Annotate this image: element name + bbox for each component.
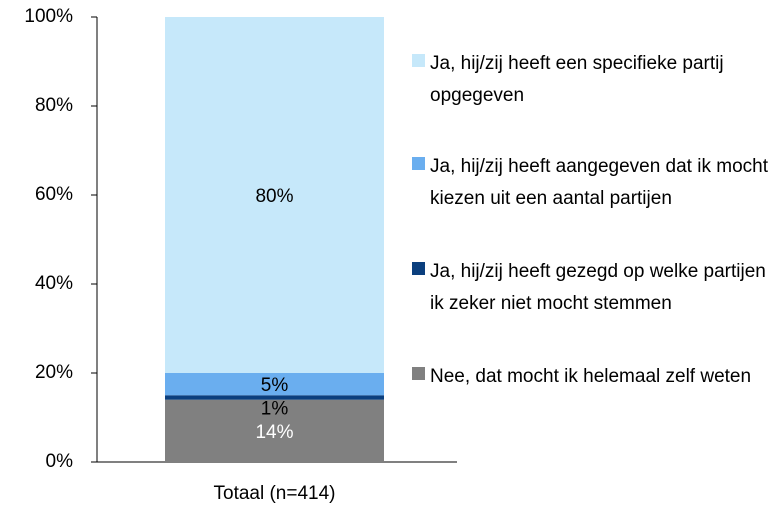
x-tick-label: Totaal (n=414) <box>214 483 336 504</box>
legend-label: Ja, hij/zij heeft aangegeven dat ik moch… <box>430 156 768 209</box>
legend-item: Ja, hij/zij heeft gezegd op welke partij… <box>412 256 777 319</box>
y-tick-label: 60% <box>35 184 73 205</box>
legend-swatch <box>412 54 425 67</box>
bar-segment <box>165 17 384 373</box>
legend-label: Ja, hij/zij heeft een specifieke partij … <box>430 53 724 106</box>
bar-segment <box>165 395 384 400</box>
bar-segment <box>165 399 384 462</box>
legend-label: Ja, hij/zij heeft gezegd op welke partij… <box>430 261 766 314</box>
y-tick-label: 20% <box>35 362 73 383</box>
data-label: 14% <box>255 422 293 443</box>
legend-swatch <box>412 262 425 275</box>
data-label: 5% <box>261 375 289 396</box>
data-label: 80% <box>255 186 293 207</box>
y-tick-label: 80% <box>35 95 73 116</box>
data-label: 1% <box>261 398 289 419</box>
legend-item: Nee, dat mocht ik helemaal zelf weten <box>412 361 777 393</box>
legend-label: Nee, dat mocht ik helemaal zelf weten <box>430 366 752 387</box>
legend-item: Ja, hij/zij heeft een specifieke partij … <box>412 48 777 111</box>
legend-swatch <box>412 157 425 170</box>
y-tick-label: 100% <box>24 6 73 27</box>
legend-item: Ja, hij/zij heeft aangegeven dat ik moch… <box>412 151 777 214</box>
legend-swatch <box>412 367 425 380</box>
y-tick-label: 40% <box>35 273 73 294</box>
y-tick-label: 0% <box>46 451 74 472</box>
bar-segment <box>165 373 384 396</box>
